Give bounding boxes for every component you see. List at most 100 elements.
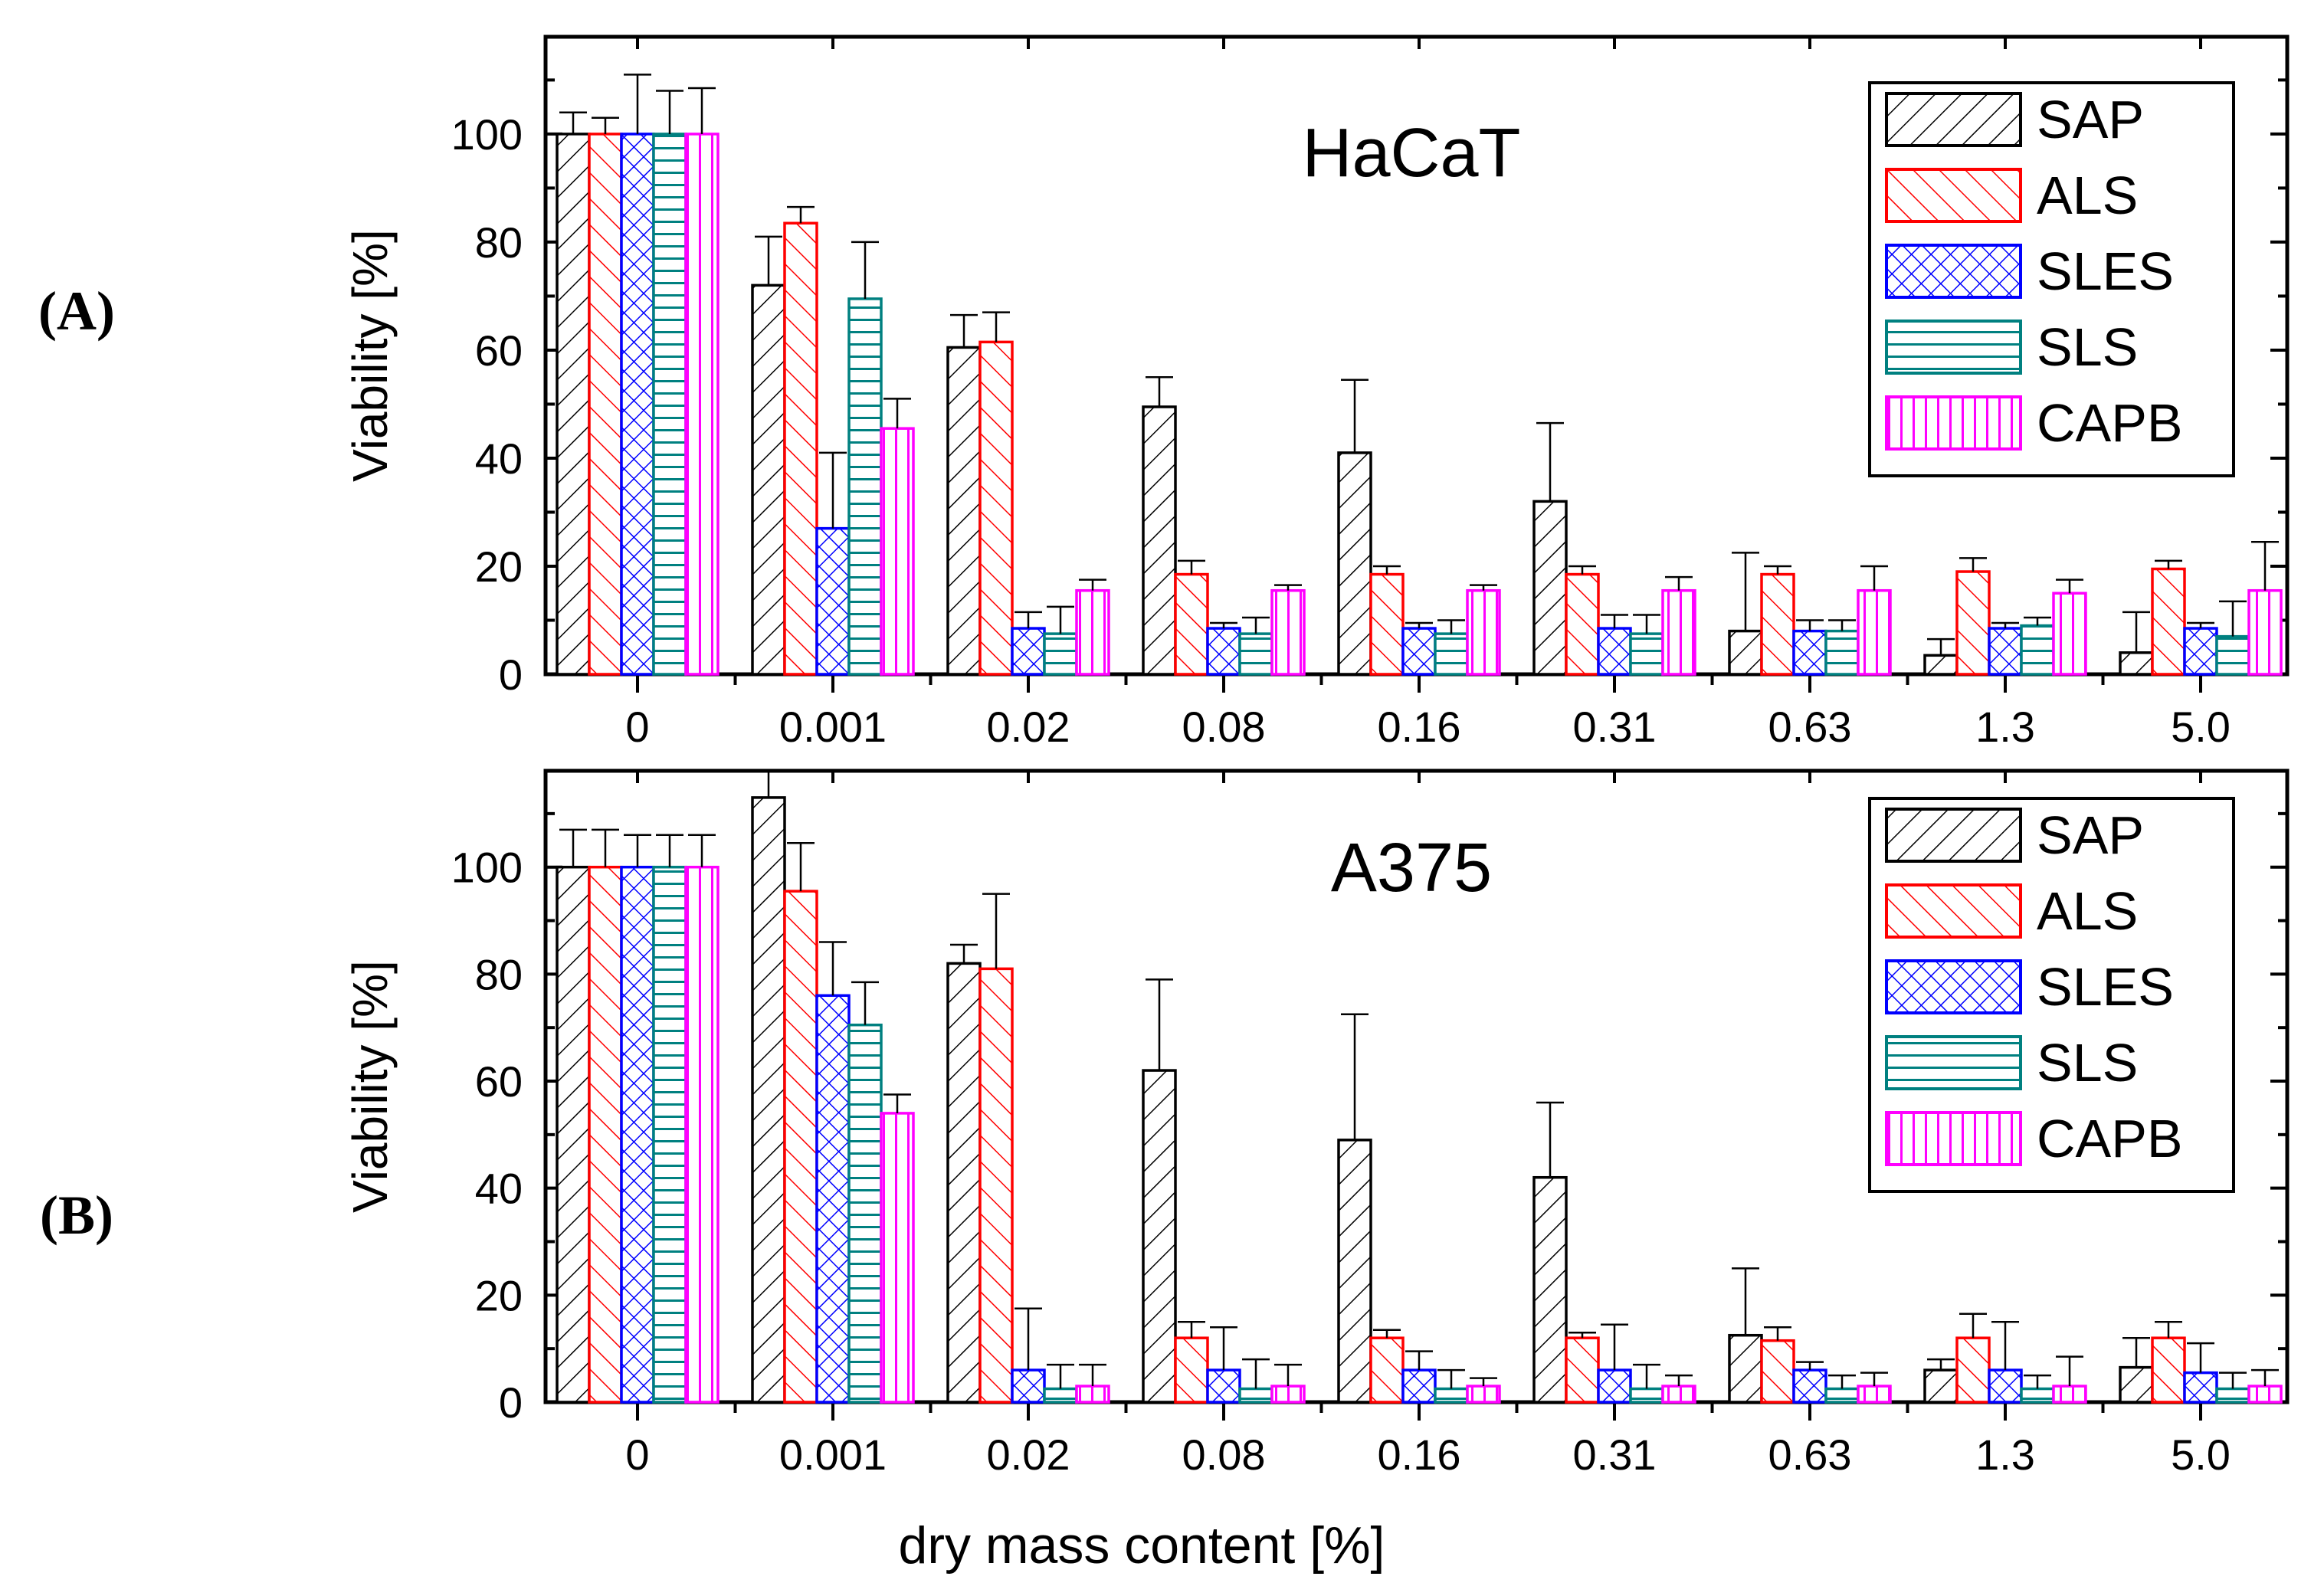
bar-capb	[1466, 588, 1501, 676]
bar-als	[1565, 572, 1600, 676]
y-tick-label: 20	[475, 542, 523, 591]
bar-sls	[2020, 1387, 2055, 1404]
bar-capb	[2052, 592, 2087, 676]
x-tick-label: 0.001	[779, 703, 887, 751]
legend-label-sap: SAP	[2037, 90, 2144, 149]
bar-als	[1174, 572, 1209, 676]
bar-als	[783, 890, 818, 1404]
bar-als	[588, 133, 623, 676]
panel-label-a: (A)	[38, 280, 115, 342]
bar-capb	[1075, 1385, 1110, 1404]
bar-sap	[751, 796, 786, 1404]
bar-sls	[1629, 1387, 1664, 1404]
bar-sles	[1597, 1368, 1632, 1404]
bar-capb	[684, 865, 719, 1404]
legend-swatch-capb	[1885, 395, 2022, 451]
bar-sap	[1923, 654, 1959, 676]
legend-swatch-sls	[1885, 320, 2022, 375]
bar-sles	[1401, 1368, 1437, 1404]
bar-sap	[1532, 1175, 1568, 1404]
bar-als	[978, 967, 1014, 1404]
bar-sap	[1337, 1139, 1372, 1404]
bar-sls	[2215, 634, 2250, 676]
bar-sap	[1728, 1333, 1763, 1404]
bar-sap	[556, 133, 591, 676]
bar-als	[588, 865, 623, 1404]
bar-sls	[1238, 632, 1273, 676]
y-tick-label: 100	[451, 844, 523, 892]
bar-sap	[946, 962, 982, 1404]
legend-label-capb: CAPB	[2037, 393, 2183, 453]
bar-sles	[1597, 627, 1632, 676]
bar-capb	[1466, 1385, 1501, 1404]
bar-sles	[2183, 1371, 2218, 1404]
y-tick-label: 0	[499, 1378, 523, 1427]
legend-label-als: ALS	[2037, 165, 2138, 225]
legend-label-sles: SLES	[2037, 957, 2174, 1017]
bar-sap	[1728, 629, 1763, 676]
bar-sles	[1988, 1368, 2023, 1404]
legend-label-sls: SLS	[2037, 1033, 2138, 1093]
legend-swatch-capb	[1885, 1111, 2022, 1166]
legend-swatch-sls	[1885, 1035, 2022, 1090]
bar-capb	[2052, 1385, 2087, 1404]
legend-swatch-sap	[1885, 808, 2022, 863]
bar-sap	[2119, 651, 2154, 676]
bar-capb	[1661, 588, 1696, 676]
bar-capb	[2247, 588, 2283, 676]
bar-sles	[620, 133, 655, 676]
y-tick-label: 20	[475, 1271, 523, 1319]
x-tick-label: 0.31	[1573, 1431, 1657, 1479]
bar-sls	[652, 865, 687, 1404]
legend-label-sls: SLS	[2037, 317, 2138, 377]
bar-sap	[556, 865, 591, 1404]
x-tick-label: 0.16	[1378, 1431, 1461, 1479]
y-tick-label: 60	[475, 1057, 523, 1106]
bar-capb	[1075, 588, 1110, 676]
x-tick-label: 5.0	[2171, 703, 2231, 751]
bar-sap	[751, 283, 786, 676]
bar-capb	[684, 133, 719, 676]
bar-als	[1369, 1336, 1405, 1404]
bar-sls	[1043, 632, 1078, 676]
bar-sls	[1434, 632, 1469, 676]
bar-sls	[1824, 629, 1860, 676]
bar-sles	[1988, 627, 2023, 676]
bar-sls	[2215, 1387, 2250, 1404]
y-axis-label: Viability [%]	[343, 229, 398, 482]
bar-als	[2151, 1336, 2186, 1404]
bar-capb	[880, 1112, 915, 1404]
bar-capb	[880, 427, 915, 676]
bar-sles	[815, 994, 851, 1404]
y-tick-label: 80	[475, 950, 523, 998]
bar-capb	[1857, 1385, 1892, 1404]
y-tick-label: 100	[451, 110, 523, 159]
panel-hacat: 0 20 40 60 80 100 Viability [%] HaCaT 0 0.001 0.02…	[343, 34, 2290, 751]
y-tick-label: 40	[475, 1165, 523, 1213]
bar-sls	[652, 133, 687, 676]
bar-capb	[2247, 1385, 2283, 1404]
legend-swatch-sap	[1885, 92, 2022, 147]
bar-sls	[1824, 1387, 1860, 1404]
y-axis-label: Viability [%]	[343, 960, 398, 1213]
bar-als	[1369, 572, 1405, 676]
x-tick-label: 0.63	[1768, 1431, 1852, 1479]
bar-als	[1760, 1339, 1795, 1404]
bar-sles	[1011, 1368, 1046, 1404]
x-tick-label: 1.3	[1975, 1431, 2035, 1479]
bar-sles	[1792, 1368, 1827, 1404]
legend-swatch-als	[1885, 168, 2022, 223]
bar-als	[783, 221, 818, 676]
panel-label-b: (B)	[40, 1185, 113, 1246]
x-tick-label: 0.08	[1182, 1431, 1266, 1479]
chart-title: HaCaT	[1302, 115, 1520, 192]
bar-capb	[1270, 1385, 1306, 1404]
y-tick-label: 40	[475, 434, 523, 483]
y-tick-label: 0	[499, 651, 523, 699]
bar-sles	[1206, 627, 1241, 676]
y-tick-label: 60	[475, 326, 523, 375]
bar-sls	[2020, 624, 2055, 676]
bar-sap	[1532, 500, 1568, 676]
legend-label-sap: SAP	[2037, 805, 2144, 865]
bar-sles	[1206, 1368, 1241, 1404]
